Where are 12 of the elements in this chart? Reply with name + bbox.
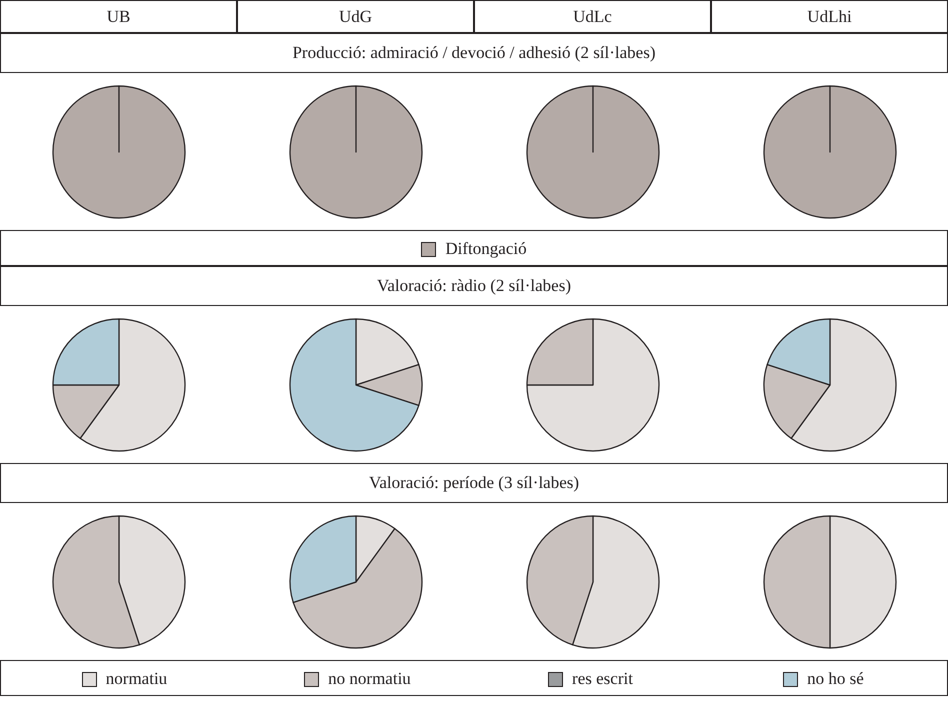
legend-label: no ho sé: [807, 669, 864, 688]
legend-label: Diftongació: [445, 239, 527, 258]
chart-title: Producció: admiració / devoció / adhesió (2 síl·labes): [292, 42, 656, 64]
text: UdLhi: [807, 6, 852, 28]
text: UdLc: [573, 6, 612, 28]
text: Valoració: ràdio (2 síl·labes): [376, 275, 571, 297]
legend-label: normatiu: [106, 669, 168, 688]
legend-label: res escrit: [572, 669, 633, 688]
text: UB: [106, 6, 130, 28]
legend-label: no normatiu: [328, 669, 411, 688]
text: UdG: [338, 6, 372, 28]
chart-title: Valoració: període (3 síl·labes): [368, 472, 580, 494]
